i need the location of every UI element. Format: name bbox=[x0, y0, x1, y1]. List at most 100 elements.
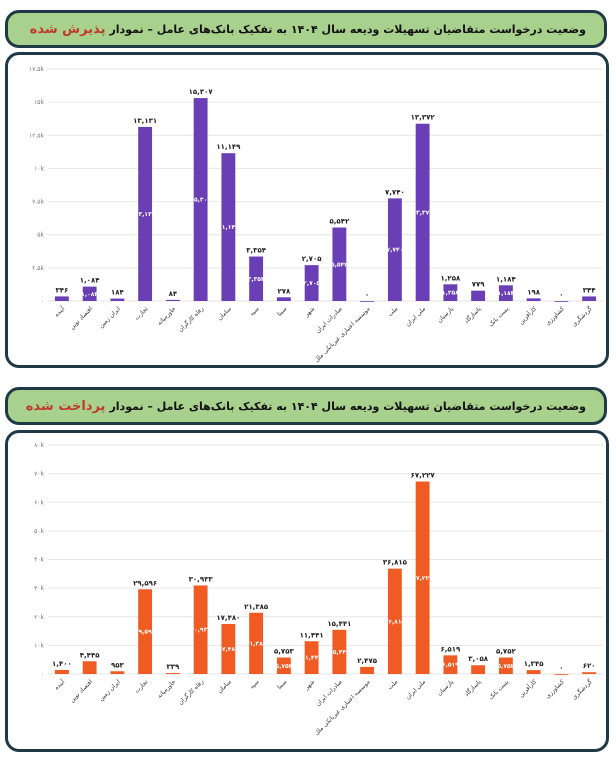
chart-1-panel: ۰ ۲.۵k ۵k ۷.۵k ۱۰k ۱۲.۵k ۱۵k ۱۷.۵k ۳۴۶ آینده ۱,۰۸۴… bbox=[5, 52, 609, 368]
data-label: ۱۱,۱۴۹ bbox=[216, 143, 241, 151]
data-label: ۵,۷۵۲ bbox=[496, 648, 516, 656]
data-label: ۰ bbox=[365, 291, 369, 299]
x-tick-label: کشاورزی bbox=[544, 678, 566, 700]
bar bbox=[193, 585, 208, 674]
chart-2-title-highlight: پرداخت شده bbox=[25, 398, 106, 414]
bar-inner-label: ۱۷,۴۸۰ bbox=[218, 646, 239, 653]
bar bbox=[471, 290, 486, 301]
x-tick-label: پارسیان bbox=[436, 305, 455, 324]
x-tick-label: سامان bbox=[216, 305, 232, 321]
x-tick-label: پاسارگاد bbox=[462, 305, 482, 325]
x-tick-label: سینا bbox=[276, 305, 288, 317]
bar bbox=[54, 669, 69, 674]
y-tick-label: ۸۰k bbox=[34, 442, 44, 449]
bar bbox=[304, 641, 319, 674]
bar-inner-label: ۱۱,۴۴۱ bbox=[301, 655, 322, 662]
y-tick-label: ۱۷.۵k bbox=[29, 66, 45, 73]
bar bbox=[526, 670, 541, 674]
bar-inner-label: ۱,۱۸۴ bbox=[497, 290, 514, 297]
bar-inner-label: ۶۷,۲۲۷ bbox=[412, 575, 433, 582]
data-label: ۶۷,۲۲۷ bbox=[411, 472, 436, 480]
data-label: ۳,۳۵۴ bbox=[246, 247, 266, 255]
x-tick-label: صادرات ایران bbox=[314, 305, 343, 334]
chart-2-panel: ۰ ۱۰k ۲۰k ۳۰k ۴۰k ۵۰k ۶۰k ۷۰k ۸۰k ۱,۴۰۰ آینده ۴,۴۴۵… bbox=[5, 430, 609, 752]
data-label: ۷۷۹ bbox=[472, 281, 486, 289]
x-tick-label: کارآفرین bbox=[516, 304, 538, 326]
data-label: ۲۷۸ bbox=[277, 287, 291, 295]
bar bbox=[221, 623, 236, 674]
bar bbox=[415, 481, 430, 674]
y-tick-label: ۱۲.۵k bbox=[29, 132, 45, 139]
y-tick-label: ۵۰k bbox=[34, 528, 44, 535]
x-tick-label: گردشگری bbox=[570, 678, 594, 702]
data-label: ۲۱,۳۸۵ bbox=[244, 603, 269, 611]
bar bbox=[221, 153, 236, 301]
x-tick-label: تجارت bbox=[133, 678, 149, 694]
data-label: ۲,۷۰۵ bbox=[302, 255, 322, 263]
x-tick-label: ملت bbox=[386, 678, 399, 691]
x-tick-label: ملی ایران bbox=[405, 305, 428, 328]
bar-inner-label: ۳۰,۹۳۳ bbox=[190, 627, 211, 634]
chart-2-svg: ۰ ۱۰k ۲۰k ۳۰k ۴۰k ۵۰k ۶۰k ۷۰k ۸۰k ۱,۴۰۰ آینده ۴,۴۴۵… bbox=[34, 442, 603, 737]
y-tick-label: ۷۰k bbox=[34, 471, 44, 478]
y-tick-label: ۶۰k bbox=[34, 499, 44, 506]
y-tick-label: ۱۰k bbox=[34, 642, 44, 649]
x-tick-label: سپه bbox=[248, 678, 260, 690]
x-tick-label: ایران زمین bbox=[98, 678, 122, 702]
y-tick-label: ۰ bbox=[41, 671, 44, 678]
bar bbox=[554, 301, 569, 302]
bar-inner-label: ۵,۷۵۳ bbox=[275, 663, 292, 670]
bar-inner-label: ۱,۰۸۴ bbox=[81, 291, 98, 298]
data-label: ۲۹,۵۹۶ bbox=[133, 579, 157, 587]
data-label: ۱۷,۴۸۰ bbox=[216, 614, 240, 622]
bar bbox=[582, 296, 597, 301]
bar bbox=[360, 666, 375, 674]
bar bbox=[498, 285, 513, 301]
bar-inner-label: ۶,۵۱۹ bbox=[442, 662, 459, 669]
bar bbox=[193, 98, 208, 302]
bar bbox=[110, 671, 125, 674]
x-tick-label: پست بانک bbox=[487, 678, 510, 701]
chart-1-title-text: وضعیت درخواست متقاضیان تسهیلات ودیعه سال… bbox=[109, 22, 586, 36]
data-label: ۳۶,۸۱۵ bbox=[383, 559, 408, 567]
data-label: ۱,۳۴۵ bbox=[524, 660, 544, 668]
bar bbox=[332, 629, 347, 674]
x-tick-label: سامان bbox=[216, 678, 232, 694]
y-tick-label: ۷.۵k bbox=[32, 199, 44, 206]
data-label: ۳,۰۵۸ bbox=[468, 655, 488, 663]
bar bbox=[165, 673, 180, 674]
x-tick-label: موسسه اعتباری غیربانکی ملل bbox=[313, 678, 371, 736]
bar bbox=[165, 299, 180, 301]
bar bbox=[498, 657, 513, 674]
data-label: ۳۳۹ bbox=[166, 663, 180, 671]
bar bbox=[415, 123, 430, 301]
bar bbox=[387, 198, 402, 301]
bar bbox=[138, 589, 153, 674]
bar-inner-label: ۲۹,۵۹۶ bbox=[135, 629, 156, 636]
bar-inner-label: ۵,۵۴۲ bbox=[331, 261, 348, 268]
data-label: ۱۱,۴۴۱ bbox=[300, 631, 324, 639]
chart-1-svg: ۰ ۲.۵k ۵k ۷.۵k ۱۰k ۱۲.۵k ۱۵k ۱۷.۵k ۳۴۶ آینده ۱,۰۸۴… bbox=[29, 66, 603, 364]
bar bbox=[82, 661, 97, 674]
bar bbox=[276, 297, 291, 301]
chart-1-title-highlight: پذیرش شده bbox=[29, 21, 106, 37]
x-tick-label: پست بانک bbox=[487, 305, 510, 328]
bar bbox=[360, 301, 375, 302]
x-tick-label: خاورمیانه bbox=[156, 678, 177, 699]
y-tick-label: ۰ bbox=[41, 298, 44, 305]
x-tick-label: تجارت bbox=[133, 305, 149, 321]
bar-inner-label: ۱۵,۳۰۷ bbox=[190, 197, 211, 204]
data-label: ۱۳,۳۷۲ bbox=[411, 114, 436, 122]
x-tick-label: سینا bbox=[276, 678, 288, 690]
bar-inner-label: ۱۳,۳۷۲ bbox=[412, 209, 433, 216]
data-label: ۱,۰۸۴ bbox=[80, 277, 100, 285]
x-tick-label: اقتصاد نوین bbox=[69, 678, 95, 704]
y-tick-label: ۱۵k bbox=[34, 99, 44, 106]
x-tick-label: سپه bbox=[248, 305, 260, 317]
bar bbox=[54, 296, 69, 301]
bar-inner-label: ۱۳,۱۳۱ bbox=[135, 211, 156, 218]
bar bbox=[554, 674, 569, 675]
data-label: ۶,۵۱۹ bbox=[441, 645, 461, 653]
data-label: ۱۵,۳۰۷ bbox=[189, 88, 214, 96]
bar bbox=[471, 665, 486, 674]
